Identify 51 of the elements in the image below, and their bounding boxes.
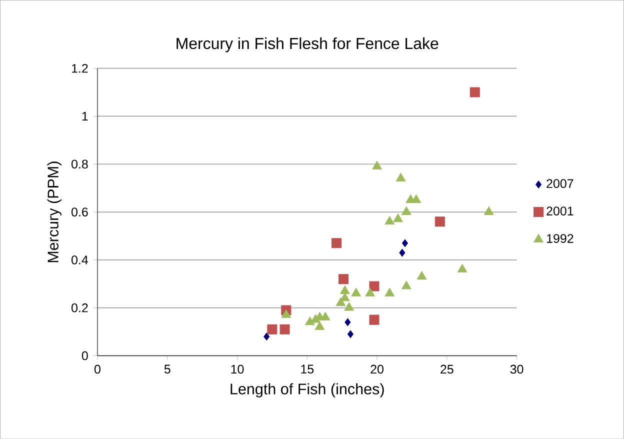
point [347,330,354,338]
y-tick-label: 0 [82,351,88,360]
point [384,288,394,296]
x-tick-label: 15 [301,364,314,374]
y-tick-label: 1 [82,112,88,120]
point [457,264,468,272]
x-tick-label: 25 [440,364,454,374]
legend-label: 2001 [546,206,574,216]
x-tick-label: 5 [164,364,170,374]
point [340,285,350,294]
point [336,297,346,306]
y-tick-label: 0.4 [72,255,88,264]
y-tick-label: 0.8 [72,160,88,168]
x-tick-label: 30 [510,364,524,374]
point [264,332,270,340]
point [416,270,427,280]
point [393,214,403,222]
point [280,324,290,334]
point [399,248,406,256]
x-tick-label: 0 [94,364,100,374]
point [484,206,494,215]
point [369,281,380,292]
point [351,288,361,296]
chart-title: Mercury in Fish Flesh for Fence Lake [176,37,438,52]
point [340,292,350,302]
legend-label: 1992 [547,234,574,243]
point [338,274,348,284]
point [331,238,342,248]
point [267,324,278,334]
point [402,239,408,247]
x-axis-title: Length of Fish (inches) [230,383,384,398]
x-tick-label: 10 [231,364,244,374]
y-axis-title: Mercury (PPM) [47,162,62,262]
point [402,206,412,215]
y-tick-label: 0.2 [72,303,88,312]
point [402,280,412,290]
point [344,302,354,311]
point [384,216,394,224]
y-tick-label: 0.6 [72,207,88,216]
x-tick-label: 20 [370,364,384,374]
point [434,216,445,226]
point [320,312,330,320]
point [314,321,325,330]
point [365,288,375,296]
point [281,309,292,318]
legend-label: 2007 [546,178,574,188]
y-tick-label: 1.2 [72,64,88,73]
point [344,318,351,326]
point [396,172,406,182]
point [372,160,382,170]
point [369,314,380,325]
